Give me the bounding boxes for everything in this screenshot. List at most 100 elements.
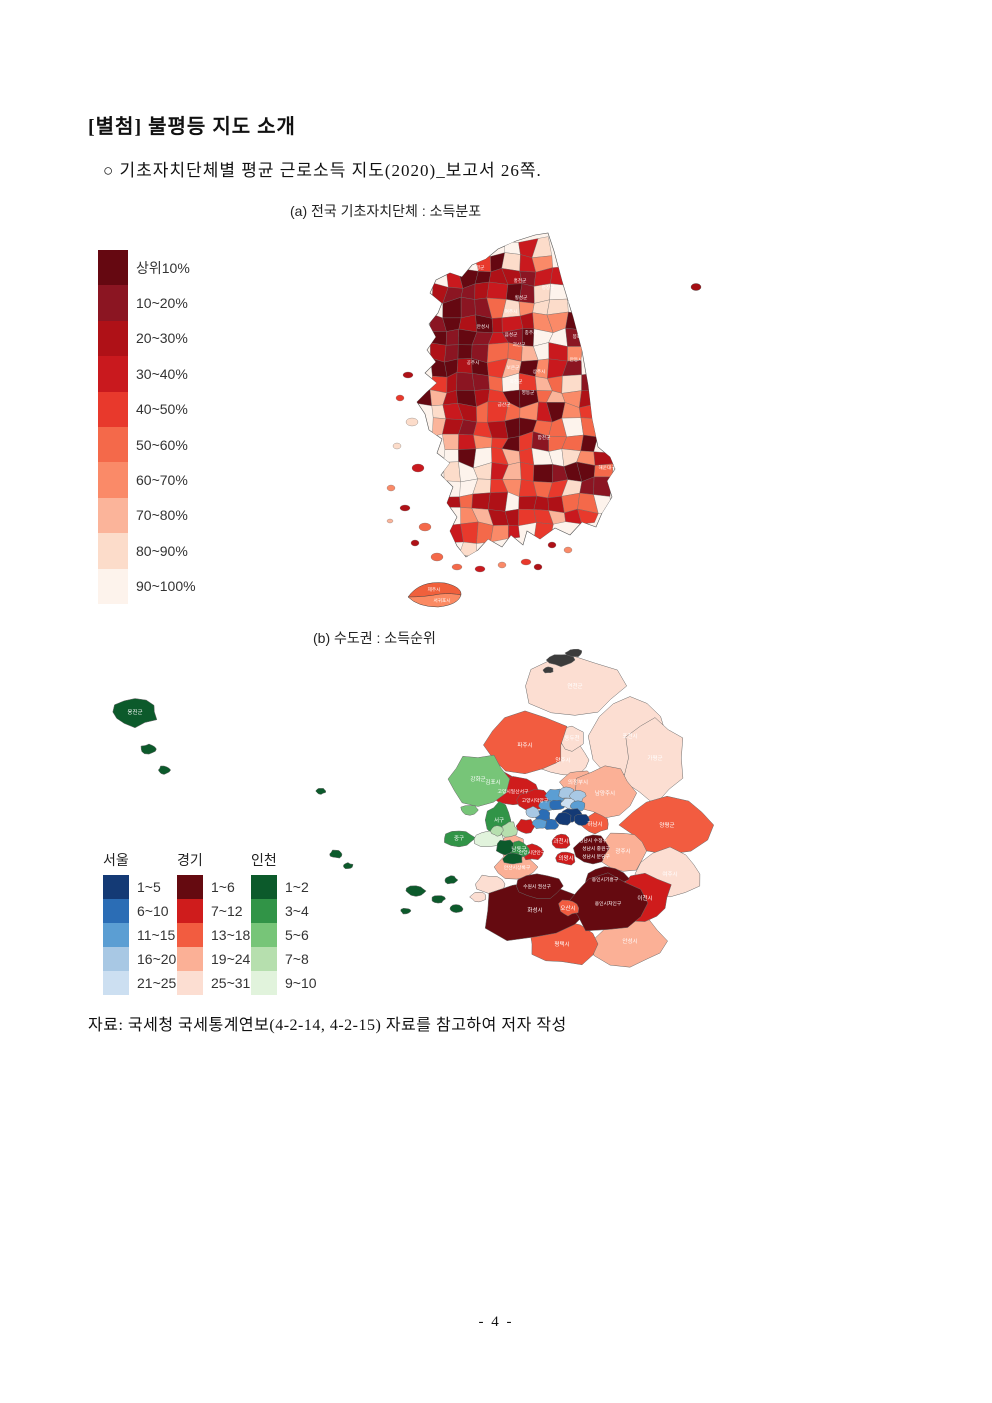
map-b-region	[483, 710, 568, 775]
legend-b-swatch	[103, 971, 129, 995]
map-b-region	[157, 765, 172, 775]
map-b-region	[574, 814, 590, 826]
region-label: 용인시기흥구	[592, 876, 619, 883]
legend-a-label: 90~100%	[136, 578, 196, 595]
region-label: 평택시	[554, 941, 569, 948]
region-label: 과천시	[553, 837, 568, 845]
legend-b-swatch	[251, 875, 277, 899]
map-b-region	[329, 849, 343, 859]
region-label: 안성시	[477, 323, 490, 329]
legend-b-label: 1~6	[211, 879, 235, 895]
legend-b-row: 16~20	[103, 947, 176, 971]
legend-a-swatch	[98, 462, 128, 498]
ulleungdo-island	[690, 283, 702, 291]
map-b-region	[573, 834, 610, 865]
region-label: 파주시	[517, 741, 532, 749]
legend-a-row: 10~20%	[98, 285, 196, 321]
region-label: 포천시	[622, 732, 637, 740]
region-label: 괴산군	[513, 341, 526, 348]
region-label: 안양시만안구	[519, 849, 546, 856]
legend-a-row: 70~80%	[98, 497, 196, 534]
legend-b-label: 1~2	[285, 879, 309, 895]
legend-b-label: 5~6	[285, 927, 309, 943]
legend-a-row: 30~40%	[98, 356, 196, 392]
legend-b-column-서울: 서울 1~5 6~10 11~15 16~20 21~25	[103, 850, 176, 995]
map-b-region	[431, 895, 446, 904]
region-label: 안성시	[622, 937, 637, 945]
legend-a-swatch	[98, 533, 128, 569]
region-label: 가평군	[647, 754, 662, 762]
region-label: 옥천군	[510, 378, 523, 385]
region-label: 여주시	[505, 308, 518, 315]
legend-b-title: 인천	[251, 852, 277, 868]
region-label: 고양시일산서구	[498, 788, 529, 795]
legend-b-swatch	[103, 947, 129, 971]
legend-b-title: 서울	[103, 852, 129, 868]
legend-b-swatch	[177, 923, 203, 947]
legend-a-label: 80~90%	[136, 542, 188, 559]
region-label: 여주시	[662, 870, 677, 878]
region-label: 동두천	[564, 734, 579, 742]
legend-a-swatch	[98, 568, 128, 604]
legend-a-row: 40~50%	[98, 391, 196, 427]
map-b-region	[343, 862, 354, 869]
map-b-region	[140, 743, 157, 755]
region-label: 강화군	[470, 776, 485, 783]
legend-a-row: 80~90%	[98, 533, 196, 569]
legend-a-row: 90~100%	[98, 568, 196, 604]
legend-b-row: 1~2	[251, 875, 317, 899]
region-label: 화성시	[527, 906, 542, 914]
region-label: 성남시 수정구	[579, 837, 607, 844]
map-b-region	[516, 873, 564, 899]
map-b-region	[469, 891, 487, 903]
map-b-region	[515, 819, 536, 834]
region-label: 영동군	[522, 389, 535, 395]
legend-b-label: 21~25	[137, 975, 177, 991]
region-label: 음성군	[505, 331, 518, 337]
legend-a-row: 20~30%	[98, 320, 196, 357]
map-b-region	[531, 818, 547, 829]
legend-b-swatch	[103, 899, 129, 923]
region-label: 홍천군	[514, 277, 527, 283]
region-label: 성남시 분당구	[582, 853, 610, 860]
region-label: 파주시	[412, 265, 425, 272]
legend-b-label: 11~15	[137, 927, 176, 943]
map-b-region	[622, 717, 684, 806]
figure-a-legend: 상위10% 10~20% 20~30% 30~40% 40~50% 50~60% 60~70…	[98, 250, 196, 604]
region-label: 보은군	[507, 365, 520, 370]
legend-b-swatch	[251, 923, 277, 947]
region-label: 금산군	[498, 401, 511, 407]
region-label: 이천시	[637, 894, 652, 902]
map-b-region	[564, 648, 583, 657]
figure-b-caption: (b) 수도권 : 소득순위	[313, 630, 436, 646]
map-a-islands	[386, 371, 573, 573]
legend-a-label: 60~70%	[136, 472, 188, 489]
legend-a-row: 50~60%	[98, 426, 196, 463]
legend-b-row: 7~8	[251, 947, 317, 971]
region-label: 오산시	[560, 904, 575, 912]
legend-a-swatch	[98, 320, 128, 357]
region-label: 상주시	[533, 368, 546, 375]
legend-a-label: 50~60%	[136, 436, 188, 453]
region-label: 정선군	[568, 298, 581, 304]
bullet-item: ○ 기초자치단체별 평균 근로소득 지도(2020)_보고서 26쪽.	[103, 161, 542, 180]
legend-b-swatch	[177, 971, 203, 995]
region-label: 평창군	[542, 284, 555, 290]
legend-b-label: 7~8	[285, 951, 309, 967]
region-label: 수원시 권선구	[523, 883, 551, 890]
map-b-region	[569, 800, 586, 812]
legend-b-swatch	[177, 875, 203, 899]
legend-a-label: 30~40%	[136, 365, 188, 382]
legend-b-label: 7~12	[211, 903, 243, 919]
region-label: 강화군	[404, 286, 417, 293]
source-note: 자료: 국세청 국세통계연보(4-2-14, 4-2-15) 자료를 참고하여 …	[88, 1017, 567, 1034]
map-b-region	[618, 795, 714, 855]
legend-a-label: 20~30%	[136, 330, 188, 347]
region-label: 의왕시	[558, 854, 573, 862]
legend-b-row: 7~12	[177, 899, 250, 923]
legend-b-label: 16~20	[137, 951, 177, 967]
region-label: 남양주시	[595, 789, 615, 797]
